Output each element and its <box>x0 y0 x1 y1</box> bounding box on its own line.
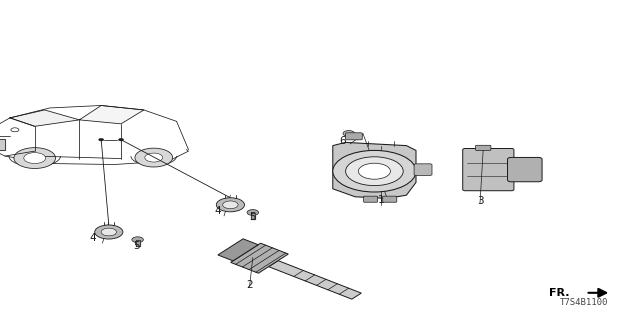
Text: 5: 5 <box>133 241 140 251</box>
Text: FR.: FR. <box>549 288 570 298</box>
Circle shape <box>118 139 124 141</box>
FancyBboxPatch shape <box>383 196 397 202</box>
Polygon shape <box>269 260 362 299</box>
Circle shape <box>343 131 355 136</box>
Text: 4: 4 <box>90 233 96 243</box>
Circle shape <box>95 225 123 239</box>
FancyBboxPatch shape <box>364 196 378 202</box>
Polygon shape <box>230 243 289 273</box>
Polygon shape <box>79 106 144 124</box>
Circle shape <box>99 139 104 141</box>
Polygon shape <box>218 239 258 261</box>
Circle shape <box>358 163 390 179</box>
Polygon shape <box>251 213 255 219</box>
FancyBboxPatch shape <box>346 133 362 140</box>
Polygon shape <box>0 139 5 150</box>
Circle shape <box>14 148 56 168</box>
Polygon shape <box>136 240 140 246</box>
Text: 6: 6 <box>339 136 346 146</box>
Text: 3: 3 <box>477 196 483 206</box>
FancyBboxPatch shape <box>414 164 432 175</box>
Circle shape <box>101 228 116 236</box>
Text: T7S4B1100: T7S4B1100 <box>559 298 608 307</box>
Circle shape <box>247 210 259 215</box>
Circle shape <box>346 157 403 186</box>
Text: 5: 5 <box>250 212 256 222</box>
Circle shape <box>333 150 416 192</box>
Text: 1: 1 <box>378 195 384 205</box>
Circle shape <box>11 128 19 132</box>
Polygon shape <box>10 110 79 126</box>
FancyBboxPatch shape <box>508 157 542 182</box>
Polygon shape <box>333 142 416 198</box>
Circle shape <box>223 201 238 209</box>
Circle shape <box>24 153 45 164</box>
Text: 2: 2 <box>246 280 253 290</box>
Circle shape <box>145 153 163 162</box>
FancyBboxPatch shape <box>476 145 491 150</box>
Text: 4: 4 <box>214 206 221 216</box>
Circle shape <box>216 198 244 212</box>
FancyBboxPatch shape <box>463 148 514 191</box>
Circle shape <box>132 237 143 243</box>
Circle shape <box>135 148 173 167</box>
